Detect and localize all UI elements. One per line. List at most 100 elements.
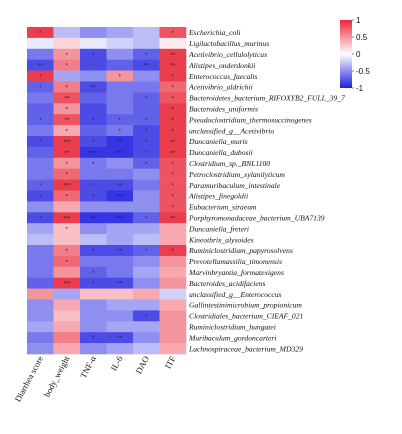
heatmap-cell-eubacterium-siraeum-dao bbox=[133, 201, 160, 213]
significance-marker: * bbox=[39, 118, 42, 124]
significance-marker: * bbox=[172, 96, 175, 102]
heatmap-cell-petroclostridium-xylanilyticum-diarrhea-score bbox=[27, 168, 54, 180]
row-label-duncaniella-freteri: Duncaniella_freteri bbox=[188, 224, 249, 233]
colorbar-tick-label: 1 bbox=[356, 16, 361, 25]
significance-marker: * bbox=[119, 118, 122, 124]
heatmap-cell-paramuribaculum-intestinale-il-6 bbox=[106, 179, 134, 191]
heatmap-cell-eubacterium-siraeum-tnf bbox=[80, 201, 107, 213]
heatmap-cell-porphyromonadaceae-bacterium-uba7139-body-weight bbox=[53, 212, 81, 224]
row-label-alistipes-onderdonkii: Alistipes_onderdonkii bbox=[188, 61, 255, 70]
heatmap-cell-acetivibrio-aldrichii-itf bbox=[159, 81, 187, 93]
heatmap-cell-alistipes-onderdonkii-il-6 bbox=[106, 59, 134, 71]
heatmap-cells bbox=[27, 27, 187, 355]
heatmap-cell-alistipes-finegoldii-itf bbox=[159, 190, 187, 202]
row-label-clostridium-sp-bnl1100: Clostridium_sp._BNL1100 bbox=[189, 159, 270, 168]
heatmap-cell-porphyromonadaceae-bacterium-uba7139-diarrhea-score bbox=[27, 212, 54, 224]
heatmap-cell-unclassified-g-enterococcus-itf bbox=[159, 288, 187, 300]
heatmap-cell-acetivibrio-cellulolyticus-tnf bbox=[80, 48, 107, 60]
significance-marker: * bbox=[172, 30, 175, 36]
colorbar-tick-label: 0 bbox=[356, 50, 361, 59]
heatmap-cell-muribaculum-gordoncarteri-itf bbox=[159, 332, 187, 344]
heatmap-cell-muribaculum-gordoncarteri-il-6 bbox=[106, 332, 134, 344]
significance-marker: ** bbox=[117, 248, 123, 254]
heatmap-cell-acetivibrio-cellulolyticus-body-weight bbox=[53, 48, 81, 60]
heatmap-cell-gallintestinimicrobium-propionicum-itf bbox=[159, 299, 187, 311]
significance-marker: * bbox=[145, 96, 148, 102]
significance-marker: * bbox=[92, 161, 95, 167]
significance-marker: ** bbox=[117, 281, 123, 287]
row-label-prevotellamassilia-timonensis: Prevotellamassilia_timonensis bbox=[188, 257, 282, 266]
row-label-lachnospiraceae-bacterium-md329: Lachnospiraceae_bacterium_MD329 bbox=[188, 344, 303, 353]
heatmap-cell-unclassified-g-enterococcus-il-6 bbox=[106, 288, 134, 300]
column-label-itf: ITF bbox=[163, 354, 178, 370]
column-label-dao: DAO bbox=[133, 354, 151, 375]
heatmap-cell-bacteroides-uniformis-itf bbox=[159, 103, 187, 115]
heatmap-cell-marvinbryantia-formatexigens-tnf bbox=[80, 266, 107, 278]
significance-marker: * bbox=[39, 74, 42, 80]
heatmap-cell-ligilactobacillus-murinus-il-6 bbox=[106, 37, 134, 50]
heatmap-cell-alistipes-finegoldii-body-weight bbox=[53, 190, 81, 202]
row-label-petroclostridium-xylanilyticum: Petroclostridium_xylanilyticum bbox=[188, 170, 285, 179]
heatmap-cell-acetivibrio-cellulolyticus-dao bbox=[133, 48, 160, 60]
significance-marker: * bbox=[172, 118, 175, 124]
heatmap-cell-acetivibrio-aldrichii-tnf bbox=[80, 81, 107, 93]
significance-marker: * bbox=[145, 118, 148, 124]
row-labels: Escherichia_coli Ligilactobacillus_murinu… bbox=[188, 28, 346, 353]
heatmap-cell-duncaniella-dubosii-il-6 bbox=[106, 146, 134, 159]
heatmap-cell-prevotellamassilia-timonensis-dao bbox=[133, 255, 160, 268]
heatmap-cell-unclassified-g-enterococcus-body-weight bbox=[53, 288, 81, 300]
heatmap-cell-ruminiclostridium-hungatei-itf bbox=[159, 321, 187, 333]
significance-marker: * bbox=[145, 52, 148, 58]
heatmap-cell-clostridiales-bacterium-cieaf-021-tnf bbox=[80, 310, 107, 322]
heatmap-cell-marvinbryantia-formatexigens-itf bbox=[159, 266, 187, 278]
significance-marker: ** bbox=[170, 150, 176, 156]
heatmap-cell-gallintestinimicrobium-propionicum-tnf bbox=[80, 299, 107, 311]
significance-marker: ** bbox=[117, 139, 123, 145]
heatmap-cell-pseudoclostridium-thermosuccinogenes-diarrhea-score bbox=[27, 114, 54, 126]
row-label-bacteroides-uniformis: Bacteroides_uniformis bbox=[189, 104, 258, 113]
colorbar-tick-label: -0.5 bbox=[356, 67, 370, 76]
heatmap-cell-alistipes-onderdonkii-diarrhea-score bbox=[27, 59, 54, 71]
heatmap-cell-escherichia-coli-itf bbox=[159, 27, 187, 39]
heatmap-cell-bacteroides-acidifaciens-il-6 bbox=[106, 277, 134, 289]
heatmap-cell-duncaniella-freteri-il-6 bbox=[106, 223, 134, 235]
row-label-alistipes-finegoldii: Alistipes_finegoldii bbox=[188, 192, 248, 201]
heatmap-cell-bacteroides-uniformis-il-6 bbox=[106, 103, 134, 115]
significance-marker: *** bbox=[90, 150, 98, 156]
significance-marker: * bbox=[66, 248, 69, 254]
heatmap-cell-pseudoclostridium-thermosuccinogenes-dao bbox=[133, 114, 160, 126]
heatmap-cell-unclassified-g-enterococcus-diarrhea-score bbox=[27, 288, 54, 300]
significance-marker: *** bbox=[63, 139, 71, 145]
heatmap-cell-duncaniella-freteri-tnf bbox=[80, 223, 107, 235]
row-label-gallintestinimicrobium-propionicum: Gallintestinimicrobium_propionicum bbox=[189, 301, 302, 310]
column-label-il-6: IL-6 bbox=[109, 354, 125, 373]
heatmap-cell-paramuribaculum-intestinale-tnf bbox=[80, 179, 107, 191]
colorbar-gradient bbox=[340, 20, 352, 88]
significance-marker: * bbox=[145, 248, 148, 254]
significance-marker: * bbox=[39, 183, 42, 189]
significance-marker: *** bbox=[116, 194, 124, 200]
heatmap-cell-gallintestinimicrobium-propionicum-diarrhea-score bbox=[27, 299, 54, 311]
significance-marker: * bbox=[172, 248, 175, 254]
heatmap-cell-clostridium-sp-bnl1100-body-weight bbox=[53, 157, 81, 169]
colorbar-ticks: 1 0.5 0 -0.5 -1 bbox=[352, 16, 370, 93]
significance-marker: * bbox=[92, 63, 95, 69]
significance-marker: * bbox=[145, 314, 148, 320]
heatmap-cell-petroclostridium-xylanilyticum-dao bbox=[133, 168, 160, 180]
heatmap-cell-enterococcus-faecalis-itf bbox=[159, 70, 187, 82]
row-label-acetivibrio-aldrichii: Acetivibrio_aldrichii bbox=[188, 83, 253, 92]
heatmap-cell-unclassified-g-acetivibrio-il-6 bbox=[106, 125, 134, 137]
heatmap-cell-muribaculum-gordoncarteri-tnf bbox=[80, 332, 107, 344]
heatmap-cell-ruminiclostridium-hungatei-il-6 bbox=[106, 321, 134, 333]
significance-marker: *** bbox=[63, 216, 71, 222]
heatmap-cell-clostridiales-bacterium-cieaf-021-diarrhea-score bbox=[27, 310, 54, 322]
significance-marker: * bbox=[66, 52, 69, 58]
heatmap-cell-paramuribaculum-intestinale-dao bbox=[133, 179, 160, 191]
significance-marker: *** bbox=[116, 216, 124, 222]
heatmap-cell-paramuribaculum-intestinale-itf bbox=[159, 179, 187, 191]
heatmap-cell-ruminiclostridium-papyrosolvens-tnf bbox=[80, 245, 107, 257]
row-label-marvinbryantia-formatexigens: Marvinbryantia_formatexigens bbox=[188, 268, 284, 277]
heatmap-cell-unclassified-g-enterococcus-tnf bbox=[80, 288, 107, 300]
significance-marker: * bbox=[119, 74, 122, 80]
